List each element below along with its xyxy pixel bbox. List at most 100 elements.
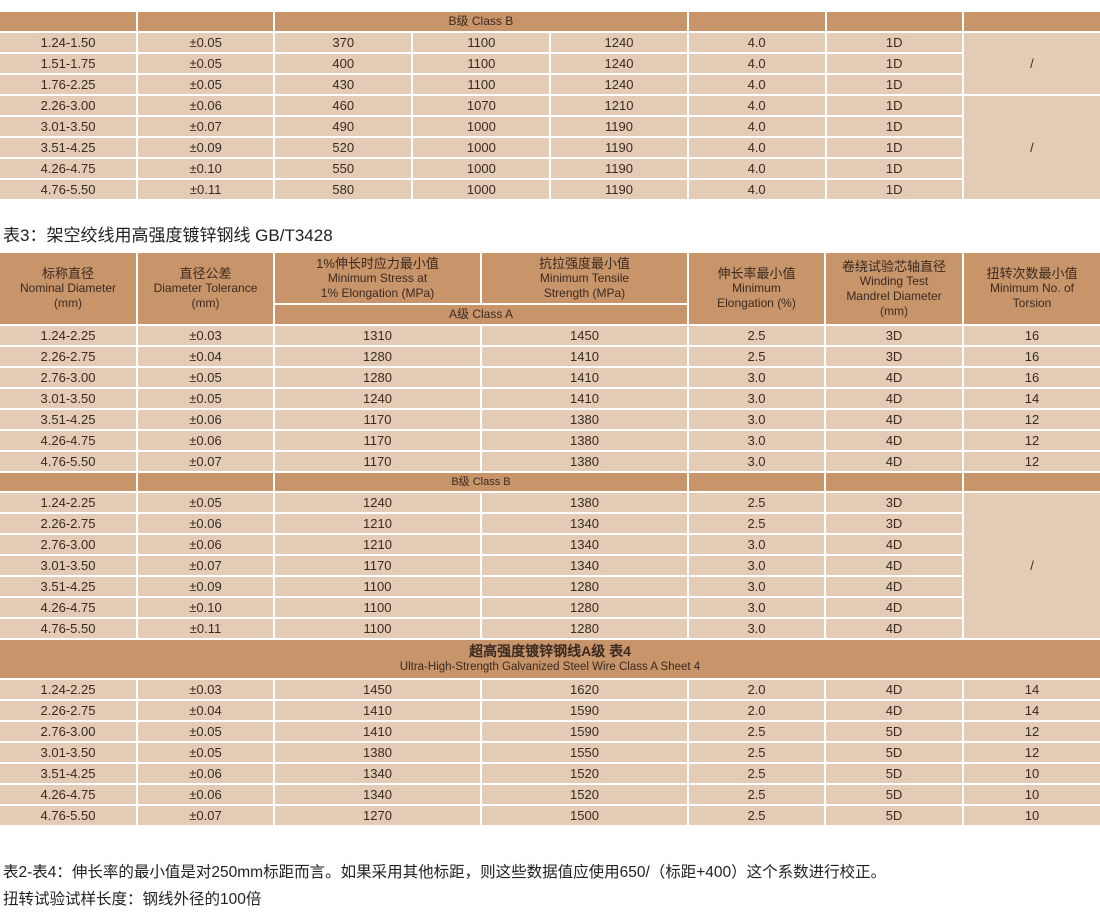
table-row: 4.76-5.50 ±0.11 580 1000 1190 4.0 1D <box>0 180 1100 199</box>
table-cell: 1410 <box>482 368 687 387</box>
table-cell: 2.76-3.00 <box>0 535 136 554</box>
table-cell: 1D <box>826 75 962 94</box>
table-row: 3.51-4.25 ±0.09 1100 1280 3.0 4D <box>0 577 1100 596</box>
table-cell: 1.24-2.25 <box>0 680 136 699</box>
table-cell: 1280 <box>482 619 687 638</box>
table-cell: 1620 <box>482 680 687 699</box>
table-cell: ±0.09 <box>138 577 273 596</box>
table-cell: 3.0 <box>689 556 824 575</box>
table-row: 2.76-3.00 ±0.06 1210 1340 3.0 4D <box>0 535 1100 554</box>
table-cell: 1310 <box>275 326 480 345</box>
table-row: 1.51-1.75 ±0.05 400 1100 1240 4.0 1D <box>0 54 1100 73</box>
table-cell: 3.0 <box>689 410 824 429</box>
table-cell: 1520 <box>482 785 687 804</box>
class-a-label: A级 Class A <box>275 305 687 324</box>
table-cell: 3.51-4.25 <box>0 410 136 429</box>
table-cell: 1280 <box>275 347 480 366</box>
table-cell: 4.0 <box>688 96 825 115</box>
table-cell: 1D <box>826 54 962 73</box>
table-cell: 4.76-5.50 <box>0 619 136 638</box>
band-cell <box>826 473 962 491</box>
table-cell: 4.26-4.75 <box>0 159 137 178</box>
table-cell: 520 <box>275 138 412 157</box>
header-zh: 抗拉强度最小值 <box>538 255 630 271</box>
table-cell: 1170 <box>275 410 480 429</box>
table-cell: 4.26-4.75 <box>0 431 136 450</box>
table-cell: 4.26-4.75 <box>0 598 136 617</box>
band-cell <box>0 473 136 491</box>
table-cell: 2.5 <box>689 493 824 512</box>
table-cell: ±0.04 <box>138 347 273 366</box>
table-cell: 2.0 <box>689 701 824 720</box>
table-cell: 1D <box>826 96 962 115</box>
table-cell: 1.24-1.50 <box>0 33 137 52</box>
table-cell: 1340 <box>482 514 687 533</box>
table-cell: 1.24-2.25 <box>0 493 136 512</box>
table-cell: ±0.10 <box>138 598 273 617</box>
table-cell: 1100 <box>413 75 550 94</box>
table-cell: ±0.05 <box>138 54 274 73</box>
table-cell: 2.0 <box>689 680 824 699</box>
table-cell: 1D <box>826 117 962 136</box>
table-cell: 4D <box>826 556 962 575</box>
table-cell: 1500 <box>482 806 687 825</box>
table-cell: 1D <box>826 33 962 52</box>
table-cell: 1380 <box>275 743 480 762</box>
table-cell: 1100 <box>275 619 480 638</box>
table-cell: 4.26-4.75 <box>0 785 136 804</box>
table-cell: 400 <box>275 54 412 73</box>
table-cell: 4D <box>826 577 962 596</box>
table-cell: 3D <box>826 347 962 366</box>
table-cell: 4D <box>826 598 962 617</box>
table-row: 2.76-3.00 ±0.05 1280 1410 3.0 4D 16 <box>0 368 1100 387</box>
note-torsion-length: 扭转试验试样长度：钢线外径的100倍 <box>3 891 262 908</box>
table-cell: 4.0 <box>688 54 825 73</box>
table-cell: 1340 <box>275 764 480 783</box>
table-cell: 4D <box>826 452 962 471</box>
table-cell: ±0.06 <box>138 431 273 450</box>
table-cell: 4.0 <box>688 75 825 94</box>
table-cell: 2.5 <box>689 764 824 783</box>
table-cell: ±0.06 <box>138 535 273 554</box>
table-cell: ±0.10 <box>138 159 274 178</box>
table-cell: 12 <box>964 722 1100 741</box>
table-cell: 2.5 <box>689 514 824 533</box>
table-cell: 580 <box>275 180 412 199</box>
table-cell: 370 <box>275 33 412 52</box>
table-cell: 5D <box>826 806 962 825</box>
table-row: 2.26-2.75 ±0.04 1280 1410 2.5 3D 16 <box>0 347 1100 366</box>
header-zh: 伸长率最小值 <box>717 266 796 281</box>
table-cell: 1380 <box>482 431 687 450</box>
table-cell: ±0.06 <box>138 96 274 115</box>
header-en: Diameter Tolerance <box>153 281 258 295</box>
header-en: Minimum Stress at <box>327 270 428 285</box>
table-row: 1.24-1.50 ±0.05 370 1100 1240 4.0 1D / <box>0 33 1100 94</box>
table-row: 3.51-4.25 ±0.09 520 1000 1190 4.0 1D <box>0 138 1100 157</box>
class-b-label: B级 Class B <box>275 12 687 31</box>
table-cell: ±0.07 <box>138 556 273 575</box>
header-zh: 标称直径 <box>41 266 94 281</box>
table-cell: 1.76-2.25 <box>0 75 137 94</box>
table4-title-zh: 超高强度镀锌钢线A级 表4 <box>469 643 631 659</box>
table-cell: ±0.05 <box>138 389 273 408</box>
table-cell: 2.26-2.75 <box>0 514 136 533</box>
band-cell <box>964 473 1100 491</box>
header-en: Minimum No. of <box>989 281 1075 295</box>
table-cell: 2.5 <box>689 722 824 741</box>
table3-title: 表3：架空绞线用高强度镀锌钢线 GB/T3428 <box>3 226 333 245</box>
table-cell: 4D <box>826 535 962 554</box>
table-cell: 2.26-3.00 <box>0 96 137 115</box>
table-row: 4.76-5.50 ±0.11 1100 1280 3.0 4D <box>0 619 1100 638</box>
table-cell: 16 <box>964 368 1100 387</box>
table4-banner: 超高强度镀锌钢线A级 表4 Ultra-High-Strength Galvani… <box>0 640 1100 678</box>
table-cell: 1240 <box>551 33 687 52</box>
table-cell: 2.26-2.75 <box>0 347 136 366</box>
table-cell: 10 <box>964 806 1100 825</box>
torsion-merged-cell: / <box>963 33 1100 94</box>
header-unit: (mm) <box>191 296 220 310</box>
table-cell: ±0.05 <box>138 743 273 762</box>
table-cell: 3.01-3.50 <box>0 743 136 762</box>
table-cell: 2.76-3.00 <box>0 722 136 741</box>
table-cell: 1190 <box>551 117 687 136</box>
table-cell: 1170 <box>275 431 480 450</box>
